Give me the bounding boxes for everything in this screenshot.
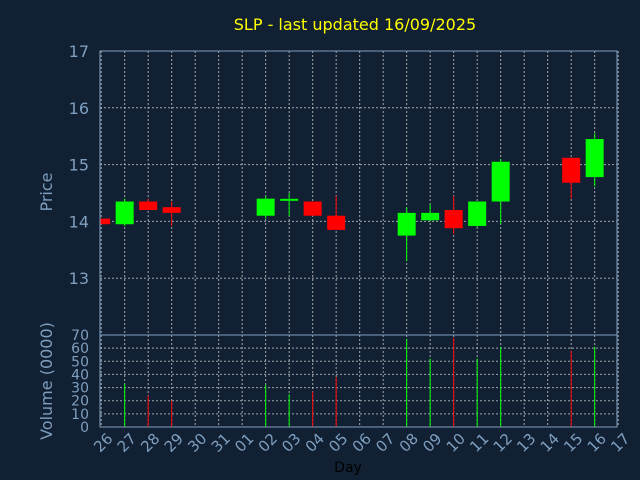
candle-body <box>303 201 322 216</box>
x-tick-label: 16 <box>584 430 610 456</box>
price-tick-label: 15 <box>69 156 89 175</box>
x-tick-label: 01 <box>231 430 257 456</box>
volume-bars <box>124 337 596 427</box>
x-axis-label: Day <box>334 460 362 476</box>
x-tick-label: 10 <box>443 430 469 456</box>
candle-body <box>468 201 487 226</box>
x-tick-label: 26 <box>90 430 116 456</box>
candle-body <box>421 212 440 221</box>
price-y-ticks: 13 14 15 16 17 <box>69 42 89 288</box>
candle-body <box>100 218 111 225</box>
x-tick-label: 15 <box>560 430 586 456</box>
x-tick-label: 11 <box>466 430 492 456</box>
x-tick-label: 03 <box>278 430 304 456</box>
x-tick-label: 12 <box>490 430 516 456</box>
x-tick-label: 07 <box>372 430 398 456</box>
volume-tick-label: 0 <box>80 420 89 436</box>
x-tick-label: 31 <box>208 430 234 456</box>
price-tick-label: 13 <box>69 269 89 288</box>
candle-body <box>115 201 134 225</box>
x-tick-label: 28 <box>137 430 163 456</box>
price-tick-label: 16 <box>69 99 89 118</box>
candle-body <box>139 201 158 211</box>
x-tick-label: 09 <box>419 430 445 456</box>
x-tick-label: 13 <box>513 430 539 456</box>
volume-tick-label: 10 <box>71 407 89 423</box>
candle-body <box>162 207 181 213</box>
price-tick-label: 14 <box>69 212 89 231</box>
x-tick-label: 14 <box>537 430 563 456</box>
volume-tick-label: 40 <box>71 367 89 383</box>
volume-tick-label: 20 <box>71 394 89 410</box>
x-tick-label: 02 <box>255 430 281 456</box>
candle-body <box>562 157 581 183</box>
candle-body <box>444 210 463 229</box>
price-panel-frame <box>99 50 618 336</box>
volume-tick-label: 60 <box>71 341 89 357</box>
candle-body <box>397 212 416 236</box>
volume-tick-label: 30 <box>71 381 89 397</box>
x-tick-label: 17 <box>607 430 633 456</box>
volume-axis-label: Volume (0000) <box>37 322 56 440</box>
volume-tick-label: 70 <box>71 328 89 344</box>
candle-body <box>280 198 299 201</box>
price-tick-label: 17 <box>69 42 89 61</box>
candle-body <box>327 215 346 230</box>
x-tick-label: 30 <box>184 430 210 456</box>
candle-body <box>491 161 510 202</box>
price-axis-label: Price <box>37 172 56 211</box>
volume-grid <box>100 334 619 428</box>
candle-body <box>585 139 604 178</box>
volume-tick-label: 50 <box>71 354 89 370</box>
x-tick-label: 05 <box>325 430 351 456</box>
price-grid <box>100 50 619 335</box>
x-axis-ticks: 2627282930310102030405060708091011121314… <box>90 430 633 456</box>
volume-panel-frame <box>99 334 618 428</box>
chart-title: SLP - last updated 16/09/2025 <box>234 15 476 34</box>
candles <box>100 133 604 262</box>
x-tick-label: 06 <box>349 430 375 456</box>
x-tick-label: 29 <box>161 430 187 456</box>
x-tick-label: 27 <box>114 430 140 456</box>
x-tick-label: 08 <box>396 430 422 456</box>
x-tick-label: 04 <box>302 430 328 456</box>
candle-body <box>256 198 275 216</box>
